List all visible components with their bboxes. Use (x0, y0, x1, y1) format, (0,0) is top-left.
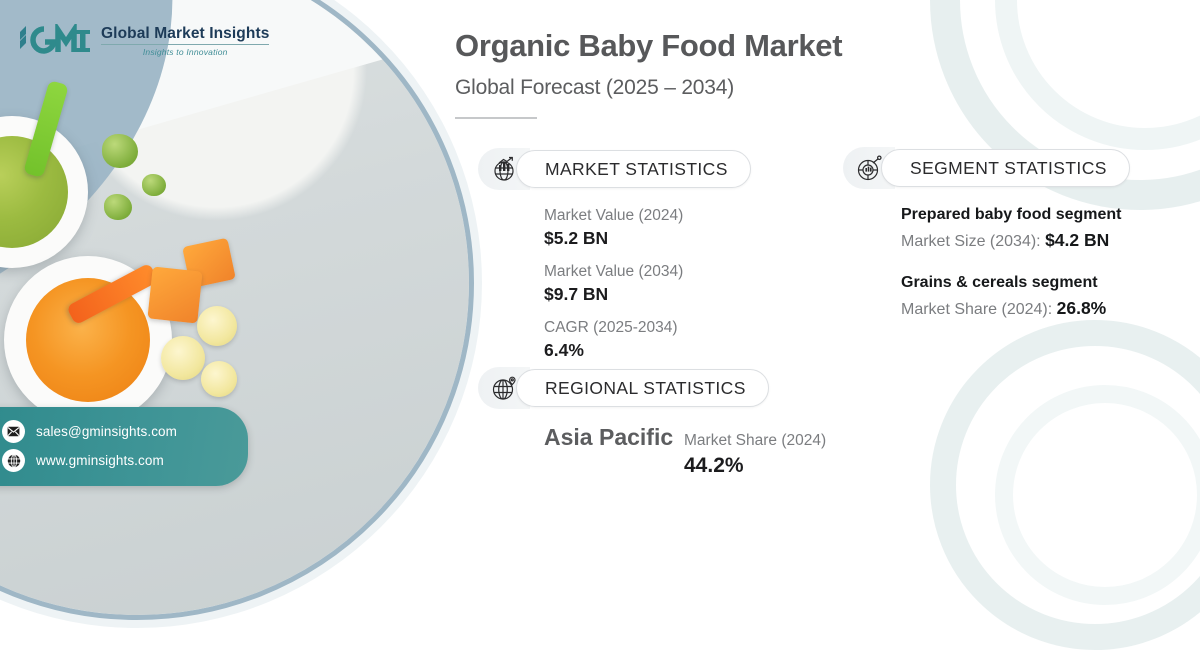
page-title: Organic Baby Food Market (455, 28, 843, 63)
prepared-segment-label: Market Size (2034): (901, 233, 1046, 250)
contact-panel: sales@gminsights.com www.gminsights.com (0, 407, 248, 486)
market-statistics-block: MARKET STATISTICS Market Value (2024) $5… (478, 148, 751, 372)
prepared-segment-metric: Market Size (2034): $4.2 BN (901, 227, 1130, 254)
decorative-arc-bottom-right-inner (995, 385, 1200, 605)
grains-segment-value: 26.8% (1056, 298, 1107, 318)
segment-statistics-block: SEGMENT STATISTICS Prepared baby food se… (843, 147, 1130, 322)
market-statistics-badge: MARKET STATISTICS (478, 148, 751, 190)
segment-statistics-title: SEGMENT STATISTICS (910, 157, 1107, 178)
envelope-icon (2, 420, 25, 443)
broccoli-floret (104, 194, 132, 220)
globe-icon (2, 449, 25, 472)
market-value-2024-label: Market Value (2024) (544, 207, 684, 224)
photo-circle-frame (0, 0, 474, 620)
region-metric-label: Market Share (2024) (684, 432, 827, 449)
prepared-segment-title: Prepared baby food segment (901, 206, 1122, 223)
banana-slice (197, 306, 237, 346)
broccoli-floret (102, 134, 138, 168)
page-subtitle: Global Forecast (2025 – 2034) (455, 76, 735, 99)
banana-slice (161, 336, 205, 380)
market-value-2034-value: $9.7 BN (544, 284, 609, 305)
region-metric: Market Share (2024) 44.2% (684, 429, 826, 490)
market-statistics-title: MARKET STATISTICS (545, 158, 728, 179)
segment-statistics-list: Prepared baby food segment Market Size (… (901, 203, 1130, 322)
contact-website[interactable]: www.gminsights.com (36, 453, 164, 468)
broccoli-floret (142, 174, 166, 196)
market-value-2024-value: $5.2 BN (544, 228, 609, 249)
banana-slice (201, 361, 237, 397)
region-metric-value: 44.2% (684, 454, 744, 478)
regional-statistics-label: REGIONAL STATISTICS (516, 369, 769, 407)
regional-statistics-title: REGIONAL STATISTICS (545, 377, 746, 398)
segment-statistics-label: SEGMENT STATISTICS (881, 149, 1130, 187)
brand-logo: Global Market Insights Insights to Innov… (14, 24, 270, 58)
cagr-value: 6.4% (544, 340, 584, 360)
headline: Organic Baby Food Market Global Forecast… (455, 28, 1155, 119)
prepared-segment-value: $4.2 BN (1045, 230, 1110, 250)
segment-statistics-badge: SEGMENT STATISTICS (843, 147, 1130, 189)
gmi-logo-icon (14, 24, 92, 58)
cagr-label: CAGR (2025-2034) (544, 318, 678, 336)
market-statistics-list: Market Value (2024) $5.2 BN Market Value… (544, 204, 751, 363)
market-statistics-label: MARKET STATISTICS (516, 150, 751, 188)
regional-statistics-content: Asia Pacific Market Share (2024) 44.2% (544, 424, 826, 490)
baby-food-photo (0, 0, 469, 615)
contact-email[interactable]: sales@gminsights.com (36, 424, 178, 439)
grains-segment-title: Grains & cereals segment (901, 274, 1098, 291)
regional-statistics-block: REGIONAL STATISTICS Asia Pacific Market … (478, 367, 826, 490)
logo-title: Global Market Insights (101, 25, 270, 45)
grains-segment-label: Market Share (2024): (901, 301, 1057, 318)
grains-segment-metric: Market Share (2024): 26.8% (901, 295, 1130, 322)
contact-website-row[interactable]: www.gminsights.com (2, 446, 234, 475)
region-name: Asia Pacific (544, 424, 674, 450)
carrot-cube (147, 266, 203, 324)
segment-item: Prepared baby food segment Market Size (… (901, 203, 1130, 254)
regional-statistics-badge: REGIONAL STATISTICS (478, 367, 826, 409)
title-divider (455, 117, 537, 119)
logo-tagline: Insights to Innovation (142, 47, 228, 57)
market-value-2034-label: Market Value (2034) (544, 262, 684, 280)
segment-item: Grains & cereals segment Market Share (2… (901, 271, 1130, 322)
contact-email-row[interactable]: sales@gminsights.com (2, 417, 234, 446)
